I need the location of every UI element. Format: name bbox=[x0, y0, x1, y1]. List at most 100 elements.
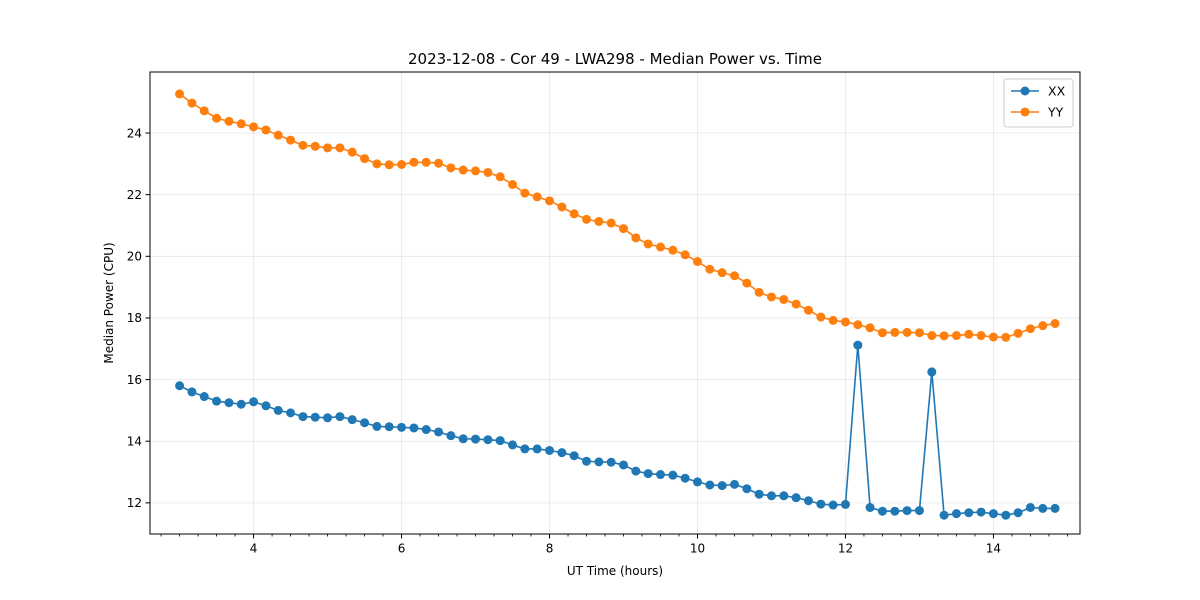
data-point-yy bbox=[914, 328, 924, 338]
data-point-xx bbox=[236, 399, 246, 409]
chart-title: 2023-12-08 - Cor 49 - LWA298 - Median Po… bbox=[408, 50, 822, 68]
legend-label-xx: XX bbox=[1048, 84, 1066, 99]
data-point-yy bbox=[619, 224, 629, 234]
data-point-yy bbox=[890, 327, 900, 337]
data-point-yy bbox=[1025, 324, 1035, 334]
data-point-yy bbox=[508, 179, 518, 189]
data-point-yy bbox=[692, 257, 702, 267]
data-point-yy bbox=[421, 157, 431, 167]
data-point-xx bbox=[840, 499, 850, 509]
data-point-yy bbox=[717, 268, 727, 278]
y-tick-label: 20 bbox=[127, 250, 142, 264]
data-point-xx bbox=[791, 493, 801, 503]
data-point-xx bbox=[606, 457, 616, 467]
data-point-xx bbox=[261, 401, 271, 411]
data-point-yy bbox=[471, 166, 481, 176]
y-tick-label: 18 bbox=[127, 311, 142, 325]
data-point-yy bbox=[976, 331, 986, 341]
data-point-xx bbox=[853, 340, 863, 350]
data-point-xx bbox=[471, 434, 481, 444]
x-tick-label: 8 bbox=[546, 542, 554, 556]
data-point-yy bbox=[298, 140, 308, 150]
data-point-yy bbox=[865, 323, 875, 333]
data-point-xx bbox=[729, 479, 739, 489]
data-point-yy bbox=[902, 327, 912, 337]
data-point-xx bbox=[310, 412, 320, 422]
data-point-xx bbox=[976, 507, 986, 517]
data-point-xx bbox=[779, 491, 789, 501]
data-point-yy bbox=[1013, 328, 1023, 338]
data-point-xx bbox=[372, 421, 382, 431]
data-point-xx bbox=[224, 398, 234, 408]
data-point-xx bbox=[360, 418, 370, 428]
data-point-xx bbox=[877, 506, 887, 516]
data-point-xx bbox=[483, 435, 493, 445]
data-point-yy bbox=[742, 278, 752, 288]
data-point-yy bbox=[187, 98, 197, 108]
data-point-yy bbox=[286, 135, 296, 145]
data-point-xx bbox=[175, 381, 185, 391]
data-point-xx bbox=[988, 509, 998, 519]
data-point-xx bbox=[816, 499, 826, 509]
data-point-xx bbox=[619, 460, 629, 470]
data-point-yy bbox=[951, 331, 961, 341]
data-point-xx bbox=[409, 423, 419, 433]
data-point-xx bbox=[927, 367, 937, 377]
data-point-xx bbox=[766, 491, 776, 501]
data-point-xx bbox=[347, 415, 357, 425]
series-xx bbox=[175, 340, 1060, 520]
data-point-yy bbox=[766, 292, 776, 302]
data-point-xx bbox=[582, 456, 592, 466]
data-point-yy bbox=[927, 331, 937, 341]
data-point-yy bbox=[212, 113, 222, 123]
data-point-xx bbox=[951, 509, 961, 519]
grid-lines bbox=[150, 72, 1080, 534]
data-point-yy bbox=[582, 214, 592, 224]
data-point-yy bbox=[360, 154, 370, 164]
data-point-yy bbox=[545, 196, 555, 206]
y-tick-label: 22 bbox=[127, 188, 142, 202]
data-point-xx bbox=[384, 422, 394, 432]
data-point-xx bbox=[434, 427, 444, 437]
data-point-yy bbox=[828, 315, 838, 325]
data-point-yy bbox=[310, 141, 320, 151]
data-point-yy bbox=[631, 233, 641, 243]
x-tick-label: 10 bbox=[690, 542, 705, 556]
data-point-xx bbox=[754, 489, 764, 499]
data-point-yy bbox=[199, 106, 209, 116]
data-point-xx bbox=[1025, 502, 1035, 512]
data-point-xx bbox=[557, 448, 567, 458]
data-point-yy bbox=[680, 250, 690, 260]
data-point-yy bbox=[779, 294, 789, 304]
y-tick-label: 24 bbox=[127, 126, 142, 140]
data-point-xx bbox=[397, 422, 407, 432]
data-point-yy bbox=[643, 239, 653, 249]
data-point-xx bbox=[286, 408, 296, 418]
data-point-yy bbox=[335, 143, 345, 153]
x-tick-label: 12 bbox=[838, 542, 853, 556]
legend-marker-xx bbox=[1020, 86, 1030, 96]
data-point-xx bbox=[520, 444, 530, 454]
x-tick-label: 14 bbox=[986, 542, 1001, 556]
series-yy bbox=[175, 89, 1060, 342]
data-point-xx bbox=[717, 481, 727, 491]
data-point-yy bbox=[249, 122, 259, 132]
data-point-yy bbox=[877, 328, 887, 338]
data-point-yy bbox=[520, 188, 530, 198]
data-point-xx bbox=[495, 436, 505, 446]
data-point-xx bbox=[1013, 508, 1023, 518]
data-point-yy bbox=[729, 271, 739, 281]
data-point-yy bbox=[224, 116, 234, 126]
data-point-yy bbox=[434, 158, 444, 168]
data-point-xx bbox=[446, 431, 456, 441]
data-point-yy bbox=[791, 299, 801, 309]
data-point-yy bbox=[273, 130, 283, 140]
data-point-xx bbox=[1001, 510, 1011, 520]
data-point-xx bbox=[569, 451, 579, 461]
data-point-yy bbox=[372, 159, 382, 169]
data-point-yy bbox=[594, 216, 604, 226]
data-point-yy bbox=[656, 242, 666, 252]
series-layer bbox=[175, 89, 1060, 520]
data-point-yy bbox=[458, 165, 468, 175]
